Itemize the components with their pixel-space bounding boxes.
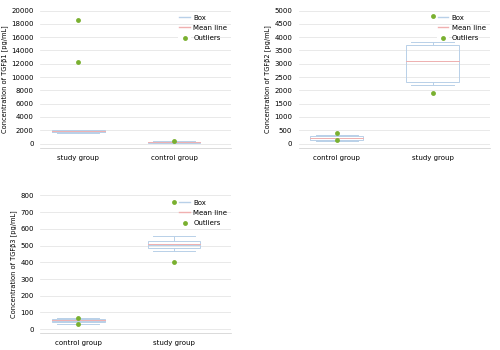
Y-axis label: Concentration of TGFβ2 [pg/mL]: Concentration of TGFβ2 [pg/mL] — [264, 25, 272, 133]
Bar — [52, 320, 104, 322]
Legend: Box, Mean line, Outliers: Box, Mean line, Outliers — [176, 12, 230, 44]
Y-axis label: Concentration of TGFβ1 [pg/mL]: Concentration of TGFβ1 [pg/mL] — [2, 25, 8, 133]
Bar — [310, 136, 363, 140]
Bar — [148, 142, 201, 143]
Legend: Box, Mean line, Outliers: Box, Mean line, Outliers — [176, 197, 230, 229]
Y-axis label: Concentration of TGFβ3 [pg/mL]: Concentration of TGFβ3 [pg/mL] — [10, 210, 18, 318]
Legend: Box, Mean line, Outliers: Box, Mean line, Outliers — [435, 12, 488, 44]
Bar — [148, 240, 201, 248]
Bar — [52, 130, 104, 132]
Bar — [406, 45, 459, 82]
